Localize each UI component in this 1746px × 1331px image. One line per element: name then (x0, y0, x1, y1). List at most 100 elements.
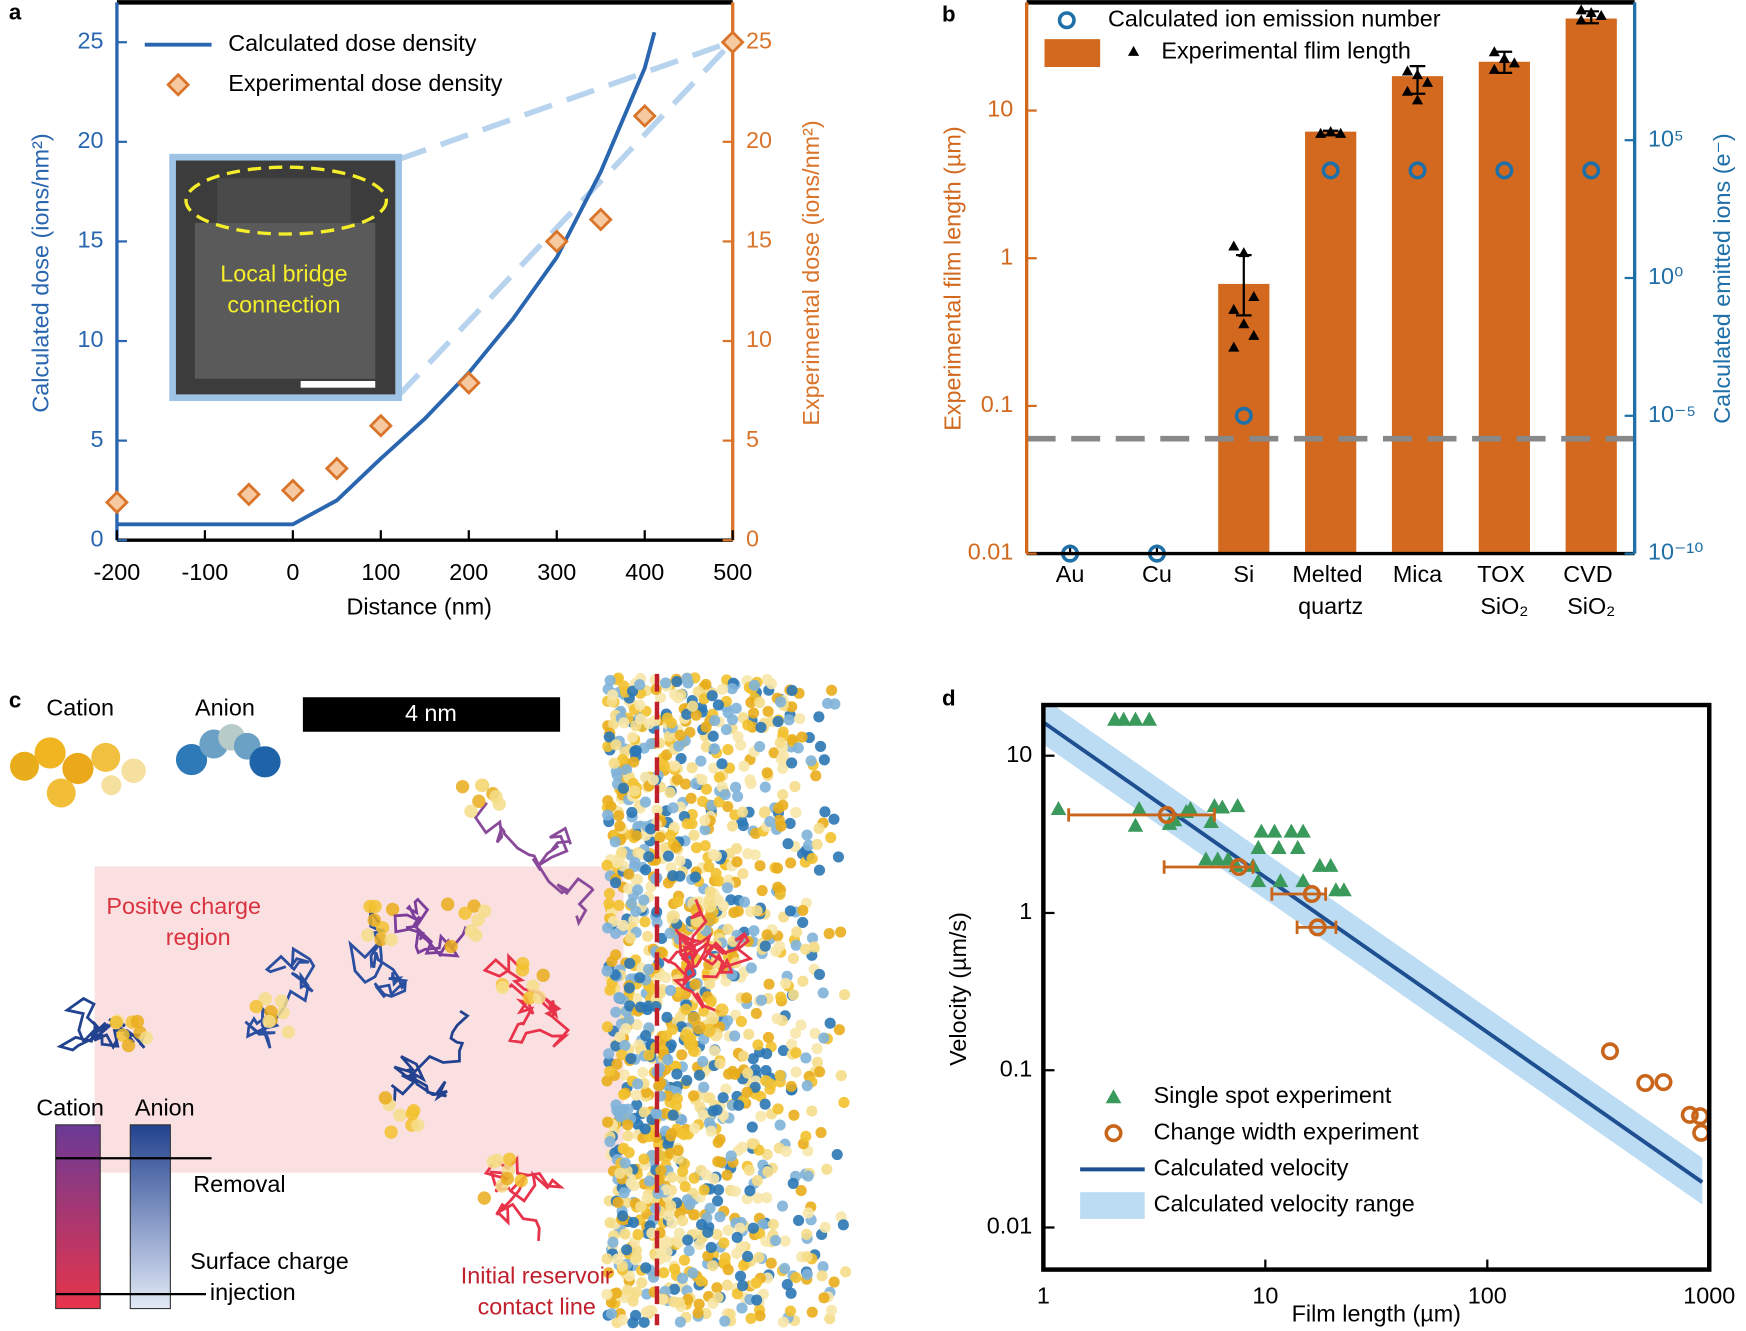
circle-marker (1229, 857, 1248, 877)
atom (611, 1104, 623, 1116)
atom (651, 804, 663, 816)
atom (687, 1011, 701, 1026)
atom (784, 905, 796, 917)
atom (781, 1278, 793, 1291)
atom (441, 897, 455, 911)
atom (824, 1017, 836, 1029)
atom (604, 1136, 616, 1148)
atom (258, 991, 273, 1006)
atom (604, 984, 616, 996)
triangle-marker (1336, 882, 1352, 897)
atom (610, 1040, 622, 1052)
atom (695, 1275, 707, 1287)
atom (699, 840, 711, 852)
atom (705, 1241, 717, 1254)
atom (608, 757, 620, 769)
atom (630, 1251, 643, 1264)
atom (703, 861, 715, 873)
atom (627, 1216, 640, 1229)
atom (614, 820, 626, 832)
atom (811, 1056, 824, 1068)
atom (632, 1228, 644, 1241)
inset: Local bridge connection (169, 38, 735, 402)
atom (175, 744, 208, 776)
atom (696, 774, 708, 786)
atom (674, 855, 686, 867)
atom (729, 1068, 741, 1080)
atom (618, 717, 630, 729)
atom (707, 730, 719, 742)
atom (651, 917, 663, 929)
atom (731, 1231, 743, 1244)
atom (625, 1052, 637, 1065)
atom (647, 774, 659, 786)
atom (378, 1091, 393, 1105)
atom (802, 1207, 814, 1219)
atom (624, 932, 636, 944)
diamond-marker (632, 103, 657, 128)
atom (769, 1234, 782, 1247)
atom (737, 1280, 749, 1292)
region-label: region (166, 924, 231, 950)
atom (601, 1021, 614, 1033)
atom (759, 1098, 771, 1110)
atom (624, 1270, 636, 1282)
atom (666, 1171, 678, 1183)
atom (725, 1150, 737, 1162)
atom (782, 838, 794, 850)
atom (610, 949, 622, 961)
atom (790, 1066, 802, 1078)
atom (806, 1105, 818, 1117)
atom (705, 996, 717, 1008)
atom (703, 1117, 716, 1129)
atom (617, 782, 630, 794)
atom (737, 1050, 750, 1062)
atom (751, 1175, 763, 1187)
legend-label: Experimental flim length (1161, 38, 1410, 64)
atom (455, 779, 470, 794)
atom (627, 1295, 639, 1307)
atom (825, 1304, 838, 1316)
atom (667, 1109, 679, 1121)
atom (761, 1048, 773, 1060)
atom (774, 696, 787, 708)
atom (773, 940, 786, 952)
inset-ellipse (184, 165, 389, 236)
y-tick-label: 0 (746, 525, 759, 551)
atom (750, 1277, 763, 1289)
atom (603, 1267, 615, 1279)
y-tick-label: 5 (746, 426, 759, 452)
atom (662, 1236, 674, 1248)
atom (617, 1314, 629, 1326)
inset-annotation: Local bridge (220, 260, 347, 286)
atom (760, 1075, 772, 1087)
legend-label: Experimental dose density (228, 70, 502, 96)
atom (646, 1227, 658, 1239)
atom (654, 831, 666, 844)
atom (638, 894, 650, 906)
triangle-marker (1050, 800, 1067, 815)
atom (639, 796, 652, 808)
atom (771, 1013, 783, 1025)
atom (721, 1279, 733, 1291)
atom (602, 922, 614, 934)
atom (602, 1116, 614, 1128)
trajectory (482, 952, 571, 1048)
circle-marker (1692, 1123, 1711, 1142)
atom (802, 1170, 814, 1182)
atom (705, 1011, 720, 1025)
atom (823, 928, 835, 940)
atom (772, 715, 784, 728)
atom (838, 1096, 850, 1109)
circle-marker (1495, 161, 1514, 180)
atom (689, 978, 701, 990)
atom (814, 740, 827, 753)
atom (661, 1011, 673, 1023)
error-bar (1322, 129, 1339, 137)
atom (629, 785, 641, 797)
atom (779, 1235, 791, 1247)
molecule-label: Cation (46, 695, 114, 721)
atom (639, 1123, 651, 1135)
atom (732, 731, 744, 743)
atom (604, 1065, 616, 1077)
